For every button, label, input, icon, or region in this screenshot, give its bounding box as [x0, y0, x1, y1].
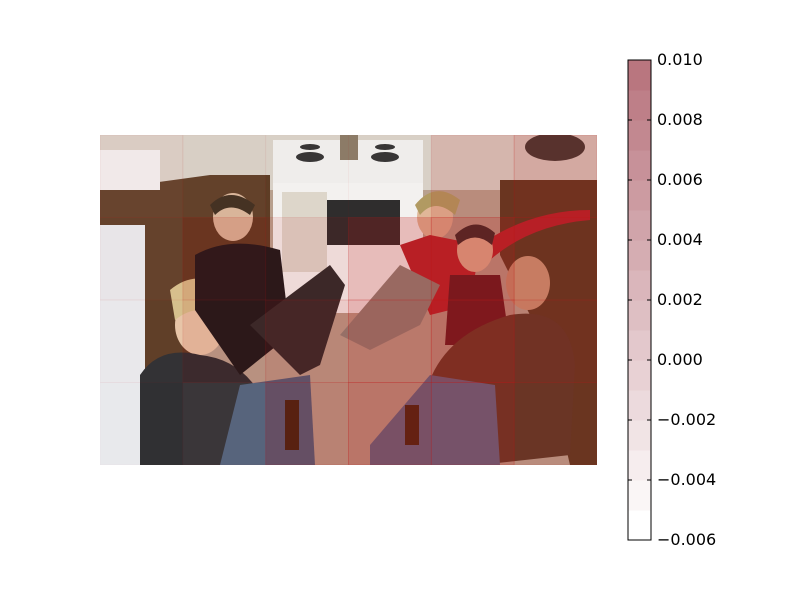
colorbar-tick-label: 0.010: [657, 50, 703, 69]
burner: [375, 144, 395, 150]
colorbar-tick-label: −0.002: [657, 410, 717, 429]
overlay-cell: [182, 217, 267, 301]
colorbar-ticks: [628, 59, 651, 541]
overlay-cell: [265, 299, 350, 383]
colorbar-band: [628, 420, 651, 451]
colorbar-band: [628, 270, 651, 301]
colorbar-band: [628, 180, 651, 211]
burner: [296, 152, 324, 162]
person-arm: [480, 210, 590, 260]
person-hair: [455, 224, 495, 245]
colorbar-band: [628, 120, 651, 151]
colorbar-band: [628, 330, 651, 361]
overlay-cell: [348, 217, 432, 301]
person-jeans: [370, 375, 500, 465]
bottle: [285, 400, 299, 450]
colorbar-band: [628, 150, 651, 181]
overlay-cell: [100, 217, 184, 301]
overlay-cell: [100, 135, 184, 218]
person-hair: [210, 195, 255, 215]
person-hair: [415, 191, 460, 215]
overlay-cell: [265, 217, 350, 301]
kitchen-photo: [100, 135, 597, 465]
oven-window: [320, 200, 400, 245]
overlay-cell: [265, 382, 350, 465]
bottle: [340, 135, 358, 160]
colorbar-tick-label: −0.004: [657, 470, 717, 489]
overlay-cell: [513, 217, 597, 301]
colorbar-band: [628, 90, 651, 121]
refrigerator: [100, 225, 145, 465]
colorbar-band: [628, 300, 651, 331]
overlay-cell: [182, 299, 267, 383]
person-shirt: [195, 243, 290, 375]
overlay-cell: [430, 135, 515, 218]
bowl: [525, 135, 585, 161]
person-pants: [340, 265, 440, 350]
colorbar-tick-label: −0.006: [657, 530, 717, 549]
overlay-cell: [348, 299, 432, 383]
overlay-cell: [182, 382, 267, 465]
person-face: [506, 256, 550, 310]
person-pants: [250, 265, 345, 375]
overlay-cell: [100, 300, 183, 383]
dish-towel: [282, 192, 327, 272]
colorbar-bands: [628, 60, 651, 541]
colorbar-band: [628, 510, 651, 541]
overlay-cell: [513, 382, 597, 465]
colorbar-band: [628, 450, 651, 481]
colorbar-band: [628, 60, 651, 91]
colorbar-tick-label: 0.008: [657, 110, 703, 129]
colorbar-band: [628, 210, 651, 241]
overlay-cell: [182, 135, 267, 218]
colorbar-band: [628, 360, 651, 391]
overlay-cell: [430, 299, 515, 383]
overlay-cell: [430, 382, 515, 465]
colorbar-tick-label: 0.000: [657, 350, 703, 369]
overlay-cell: [348, 382, 432, 465]
burner: [371, 152, 399, 162]
overlay-cell: [513, 299, 597, 383]
colorbar-tick-label: 0.002: [657, 290, 703, 309]
burner: [300, 144, 320, 150]
bottle: [405, 405, 419, 445]
colorbar-tick-label: 0.006: [657, 170, 703, 189]
colorbar-band: [628, 240, 651, 271]
photo-svg: [100, 135, 597, 465]
dish-rack: [100, 150, 160, 190]
colorbar-tick-label: 0.004: [657, 230, 703, 249]
colorbar-band: [628, 390, 651, 421]
overlay-cell: [430, 217, 515, 301]
attribution-overlay: [100, 135, 597, 465]
colorbar-band: [628, 480, 651, 511]
